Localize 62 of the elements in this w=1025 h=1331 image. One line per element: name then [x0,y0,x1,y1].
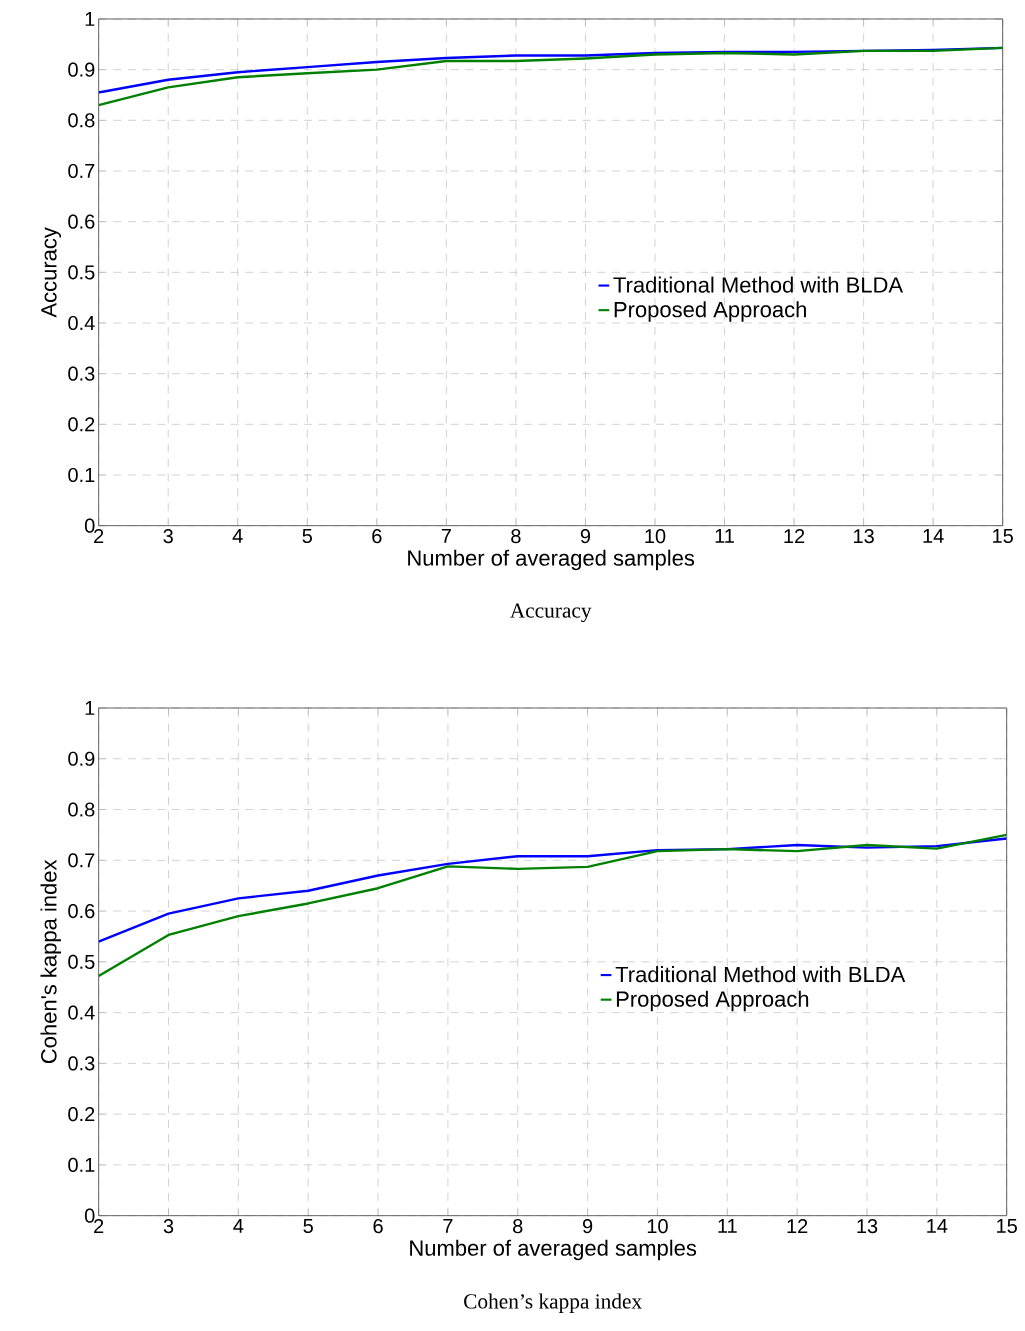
x-tick-label: 10 [647,1219,668,1234]
text: Cohen’s kappa index [464,1293,642,1313]
y-axis-title: Cohen's kappa index [40,859,61,1064]
y-tick-label: 0.8 [68,802,95,817]
legend-label: Proposed Approach [614,301,806,322]
y-tick-label: 0.8 [68,113,95,128]
x-tick-label: 2 [94,1219,104,1234]
x-tick-label: 6 [372,529,382,544]
x-tick-label: 14 [927,1219,948,1233]
y-tick-label: 0.3 [68,1056,95,1071]
y-tick-label: 0.5 [68,265,95,280]
x-tick-label: 3 [163,1219,174,1234]
y-tick-label: 1 [85,701,95,715]
x-tick-label: 12 [787,1219,808,1234]
x-tick-label: 8 [513,1219,523,1234]
x-axis-title: Number of averaged samples [408,549,695,571]
text: Accuracy [510,603,592,623]
y-tick-label: 1 [85,12,95,26]
x-tick-label: 12 [784,529,805,543]
legend-label: Traditional Method with BLDA [613,276,904,293]
y-tick-label: 0.6 [68,903,95,919]
y-tick-label: 0 [84,1208,95,1223]
y-tick-label: 0 [84,518,95,533]
legend-label: Proposed Approach [616,990,809,1012]
y-tick-label: 0.7 [68,853,95,868]
line-series [98,837,1007,943]
x-tick-label: 14 [923,529,944,543]
x-tick-label: 5 [303,1219,313,1233]
x-tick-label: 15 [997,1219,1017,1233]
x-tick-label: 8 [511,529,521,544]
x-tick-label: 7 [443,1219,453,1233]
y-tick-label: 0.1 [68,467,95,483]
x-tick-label: 2 [94,529,104,543]
line-series [98,46,1003,107]
y-tick-label: 0.5 [68,954,95,969]
x-tick-label: 13 [854,529,874,544]
y-tick-label: 0.9 [68,62,95,77]
x-tick-label: 7 [441,529,451,543]
x-tick-label: 9 [582,1219,593,1234]
x-tick-label: 3 [163,529,173,544]
x-tick-label: 5 [302,529,313,543]
x-tick-label: 11 [715,529,734,543]
x-tick-label: 9 [580,529,591,544]
y-tick-label: 0.2 [68,417,95,432]
y-tick-label: 0.4 [68,1005,95,1020]
x-axis-title: Number of averaged samples [410,1239,697,1261]
y-tick-label: 0.1 [68,1157,95,1172]
x-tick-label: 6 [373,1219,383,1234]
legend-label: Traditional Method with BLDA [615,966,906,983]
y-tick-label: 0.3 [68,366,95,381]
y-axis-title: Accuracy [41,227,61,318]
y-tick-label: 0.4 [68,315,95,331]
y-tick-label: 0.7 [68,163,95,179]
x-tick-label: 11 [718,1219,737,1233]
y-tick-label: 0.9 [68,751,95,766]
y-tick-label: 0.2 [68,1107,95,1122]
x-tick-label: 4 [232,529,243,543]
x-tick-label: 15 [993,529,1013,543]
x-tick-label: 10 [645,529,666,544]
x-tick-label: 13 [857,1219,878,1234]
x-tick-label: 4 [233,1219,244,1233]
y-tick-label: 0.6 [68,214,95,229]
